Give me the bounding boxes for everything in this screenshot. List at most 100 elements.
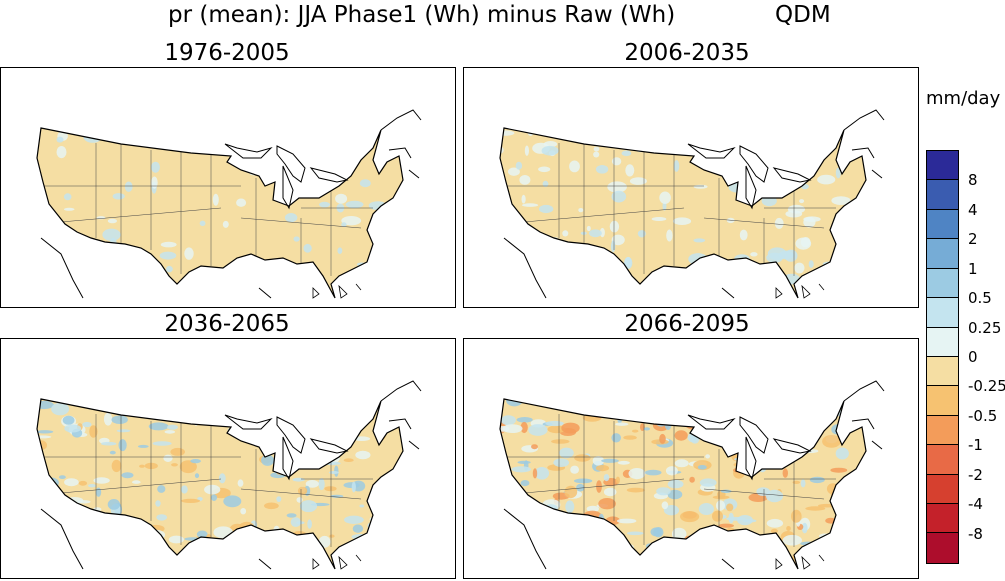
precip-patch xyxy=(695,407,704,416)
precip-patch xyxy=(592,456,605,466)
precip-patch xyxy=(37,185,41,193)
precip-patch xyxy=(629,177,647,185)
precip-patch xyxy=(166,265,173,273)
precip-patch xyxy=(296,497,303,503)
precip-patch xyxy=(186,411,193,417)
precip-patch xyxy=(184,247,194,260)
precip-patch xyxy=(693,238,706,243)
precip-patch xyxy=(656,419,667,427)
precip-patch xyxy=(596,562,605,567)
precip-patch xyxy=(63,516,83,529)
precip-patch xyxy=(628,468,646,480)
precip-patch xyxy=(312,416,322,420)
precip-patch xyxy=(239,410,251,420)
precip-patch xyxy=(77,243,93,253)
precip-patch xyxy=(513,495,526,503)
precip-patch xyxy=(295,559,310,568)
precip-patch xyxy=(741,538,760,551)
precip-patch xyxy=(664,418,672,430)
precip-patch xyxy=(56,136,64,143)
precip-patch xyxy=(794,262,805,274)
precip-patch xyxy=(47,510,68,517)
colorbar xyxy=(926,150,959,564)
precip-patch xyxy=(776,434,790,439)
precip-patch xyxy=(344,515,364,524)
precip-patch xyxy=(297,486,308,495)
precip-patch xyxy=(781,433,795,442)
precip-patch xyxy=(603,474,610,482)
precip-patch xyxy=(727,532,737,541)
us-map-3 xyxy=(36,380,422,570)
precip-patch xyxy=(104,399,119,403)
colorbar-label: 0.5 xyxy=(968,289,992,308)
precip-patch xyxy=(712,510,723,522)
precip-patch xyxy=(541,145,559,156)
precip-patch xyxy=(674,430,688,441)
precip-patch xyxy=(37,400,55,410)
precip-patch xyxy=(78,524,86,529)
precip-patch xyxy=(746,416,763,422)
precip-patch xyxy=(593,151,600,158)
precip-patch xyxy=(500,503,514,513)
precip-patch xyxy=(679,561,685,568)
precip-patch xyxy=(372,535,384,545)
precip-patch xyxy=(562,230,569,237)
precip-patch xyxy=(712,399,719,410)
precip-patch xyxy=(595,165,609,174)
precip-patch xyxy=(624,257,633,269)
precip-patch xyxy=(56,146,67,159)
colorbar-segment xyxy=(927,180,958,210)
precip-patch xyxy=(286,513,297,518)
colorbar-label: 0.25 xyxy=(968,318,1002,337)
precip-patch xyxy=(211,494,217,501)
precip-patch xyxy=(305,480,319,488)
precip-patch xyxy=(500,533,506,542)
precip-patch xyxy=(603,400,615,407)
precip-patch xyxy=(264,502,279,510)
precip-patch xyxy=(699,478,717,487)
precip-patch xyxy=(139,551,147,558)
precip-patch xyxy=(272,288,286,295)
precip-patch xyxy=(626,487,645,493)
precip-patch xyxy=(611,190,627,203)
precip-patch xyxy=(640,423,645,431)
precip-patch xyxy=(337,247,343,254)
precip-patch xyxy=(148,422,169,431)
precip-patch xyxy=(515,529,523,542)
precip-patch xyxy=(81,524,88,530)
precip-patch xyxy=(593,146,600,152)
precip-patch xyxy=(616,518,637,524)
precip-patch xyxy=(96,526,105,538)
precip-patch xyxy=(43,526,52,530)
precip-patch xyxy=(762,423,774,429)
us-coastline xyxy=(499,127,867,299)
precip-patch xyxy=(767,247,787,260)
precip-patch xyxy=(659,191,671,204)
precip-patch xyxy=(770,455,784,459)
precip-patch xyxy=(212,193,219,206)
precip-patch xyxy=(726,532,739,543)
precip-patch xyxy=(761,559,774,569)
precip-patch xyxy=(214,551,219,565)
precip-patch xyxy=(89,425,98,438)
precip-patch xyxy=(66,250,85,254)
precip-patch xyxy=(720,128,726,132)
precip-patch xyxy=(519,518,535,530)
precip-patch xyxy=(610,563,628,569)
precip-patch xyxy=(198,278,214,286)
precip-patch xyxy=(522,203,539,207)
precip-patch xyxy=(550,542,557,548)
precip-patch xyxy=(615,476,620,484)
precip-patch xyxy=(553,265,563,276)
precip-patch xyxy=(185,562,192,569)
precip-patch xyxy=(303,456,316,466)
precip-patch xyxy=(806,419,818,426)
precip-patch xyxy=(671,527,687,541)
colorbar-segment xyxy=(927,209,958,240)
precip-patch xyxy=(777,409,797,415)
precip-patch xyxy=(184,399,197,403)
precip-patch xyxy=(587,549,602,559)
precip-patch xyxy=(808,260,814,268)
precip-patch xyxy=(111,415,128,424)
precip-patch xyxy=(722,136,727,145)
